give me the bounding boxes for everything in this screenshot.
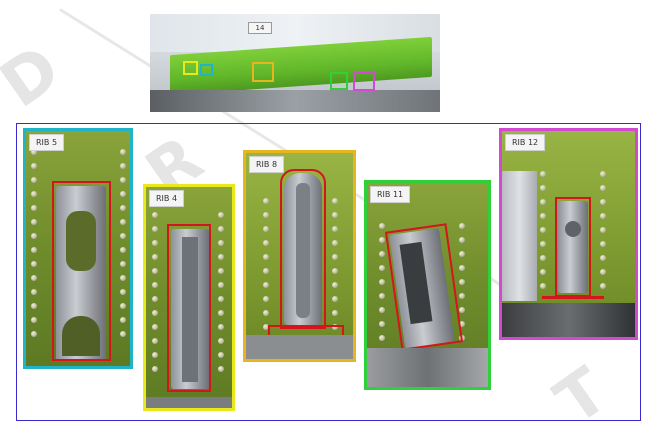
panel-rib5: RIB 5	[23, 128, 133, 369]
rib4-base	[146, 397, 232, 408]
rib4-fitting-channel	[182, 237, 198, 382]
rib5-fitting-lower-opening	[62, 316, 100, 356]
rib4-rivets-right	[218, 212, 226, 380]
rib8-label: RIB 8	[249, 156, 285, 173]
rib12-metal-left	[502, 171, 537, 301]
rib8-highlight	[280, 169, 326, 329]
overview-box-rib8	[252, 62, 274, 82]
panel-rib12: RIB 12	[499, 128, 638, 340]
rib12-base	[502, 303, 635, 337]
rib4-label: RIB 4	[149, 190, 185, 207]
rib12-rivets-left	[540, 171, 548, 297]
rib12-fitting	[558, 201, 588, 293]
rib12-label: RIB 12	[505, 134, 546, 151]
rib5-label: RIB 5	[29, 134, 65, 151]
rib8-rivets-right	[332, 198, 340, 338]
overview-box-rib5	[200, 64, 213, 76]
rib4-rivets-left	[152, 212, 160, 380]
overview-box-rib4	[183, 61, 198, 75]
rib5-highlight	[52, 181, 111, 361]
overview-photo: 14	[150, 14, 440, 112]
overview-floor	[150, 90, 440, 112]
rib11-base	[367, 348, 488, 387]
rib12-rivets-right	[600, 171, 608, 297]
rib8-base	[246, 335, 353, 359]
details-frame	[16, 123, 641, 421]
rib4-highlight	[167, 224, 211, 392]
panel-rib8: RIB 8	[243, 150, 356, 362]
rib12-fitting-eye	[565, 221, 581, 237]
rib8-base-highlight	[268, 325, 344, 335]
rib5-rivets-right	[120, 149, 128, 345]
rib12-base-highlight	[542, 296, 604, 307]
rib11-rivets-left	[379, 223, 387, 349]
rib8-fitting-web	[296, 183, 310, 318]
watermark-letter-d: D	[0, 31, 74, 123]
overview-sign: 14	[248, 22, 272, 34]
rib11-rivets-right	[459, 223, 467, 349]
overview-box-rib12	[353, 72, 375, 91]
rib11-label: RIB 11	[370, 186, 411, 203]
overview-box-rib11	[330, 72, 348, 90]
rib5-rivets-left	[31, 149, 39, 345]
rib12-highlight	[555, 197, 591, 297]
rib5-fitting-opening	[66, 211, 96, 271]
panel-rib4: RIB 4	[143, 184, 235, 411]
rib8-rivets-left	[263, 198, 271, 338]
panel-rib11: RIB 11	[364, 180, 491, 390]
